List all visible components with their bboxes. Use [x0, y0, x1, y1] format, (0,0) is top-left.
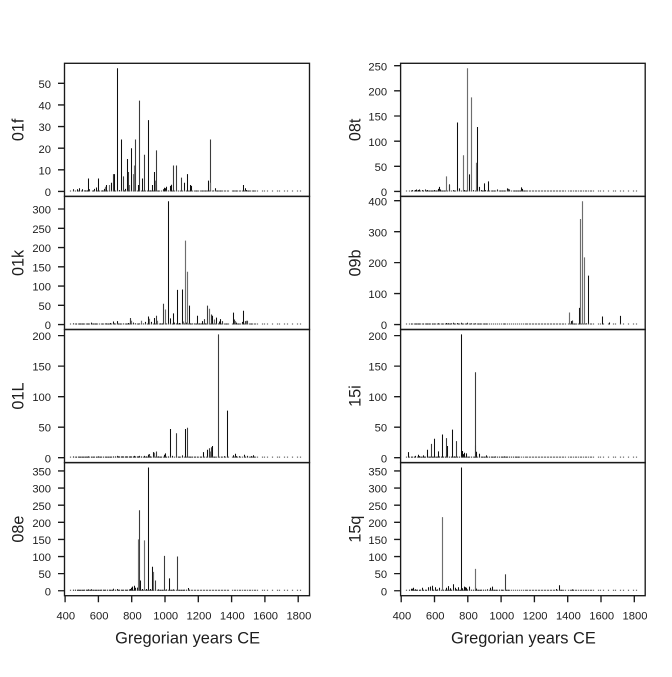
svg-text:100: 100 — [32, 282, 51, 294]
svg-text:250: 250 — [368, 61, 387, 73]
svg-text:50: 50 — [39, 569, 51, 581]
svg-text:300: 300 — [368, 484, 387, 496]
svg-text:1200: 1200 — [523, 610, 548, 622]
svg-text:800: 800 — [459, 610, 478, 622]
svg-text:250: 250 — [368, 501, 387, 513]
svg-text:0: 0 — [45, 453, 51, 465]
svg-text:01L: 01L — [10, 383, 28, 410]
svg-text:1200: 1200 — [187, 610, 212, 622]
svg-text:20: 20 — [39, 144, 51, 156]
svg-text:50: 50 — [375, 162, 387, 174]
svg-text:50: 50 — [375, 423, 387, 435]
svg-text:600: 600 — [90, 610, 109, 622]
svg-text:300: 300 — [368, 227, 387, 239]
svg-text:150: 150 — [368, 362, 387, 374]
svg-text:Gregorian years CE: Gregorian years CE — [115, 629, 260, 647]
svg-text:0: 0 — [45, 187, 51, 199]
svg-text:1800: 1800 — [286, 610, 311, 622]
svg-text:200: 200 — [368, 258, 387, 270]
svg-text:200: 200 — [368, 86, 387, 98]
svg-text:1600: 1600 — [253, 610, 278, 622]
svg-text:100: 100 — [368, 289, 387, 301]
svg-text:0: 0 — [381, 453, 387, 465]
svg-text:300: 300 — [32, 205, 51, 217]
svg-text:400: 400 — [56, 610, 75, 622]
svg-text:0: 0 — [381, 320, 387, 332]
svg-text:100: 100 — [32, 552, 51, 564]
svg-text:400: 400 — [393, 610, 412, 622]
svg-text:0: 0 — [45, 586, 51, 598]
svg-text:350: 350 — [368, 467, 387, 479]
svg-text:400: 400 — [368, 196, 387, 208]
svg-text:50: 50 — [39, 423, 51, 435]
svg-text:200: 200 — [32, 243, 51, 255]
svg-text:1400: 1400 — [220, 610, 245, 622]
svg-text:100: 100 — [32, 392, 51, 404]
svg-text:50: 50 — [39, 301, 51, 313]
svg-text:09b: 09b — [347, 249, 365, 276]
svg-text:01f: 01f — [10, 118, 28, 141]
svg-text:1800: 1800 — [623, 610, 648, 622]
svg-text:0: 0 — [45, 320, 51, 332]
svg-text:Gregorian years CE: Gregorian years CE — [451, 629, 596, 647]
svg-text:0: 0 — [381, 187, 387, 199]
svg-text:200: 200 — [368, 518, 387, 530]
svg-text:300: 300 — [32, 484, 51, 496]
svg-text:01k: 01k — [10, 249, 28, 276]
svg-text:800: 800 — [123, 610, 142, 622]
svg-text:1400: 1400 — [556, 610, 581, 622]
svg-text:50: 50 — [375, 569, 387, 581]
svg-text:100: 100 — [368, 137, 387, 149]
svg-text:350: 350 — [32, 467, 51, 479]
svg-text:150: 150 — [32, 262, 51, 274]
svg-text:1600: 1600 — [589, 610, 614, 622]
svg-text:15q: 15q — [347, 516, 365, 543]
svg-text:150: 150 — [32, 362, 51, 374]
svg-text:250: 250 — [32, 224, 51, 236]
svg-text:200: 200 — [32, 518, 51, 530]
svg-text:200: 200 — [32, 331, 51, 343]
svg-text:200: 200 — [368, 331, 387, 343]
svg-text:100: 100 — [368, 392, 387, 404]
svg-text:250: 250 — [32, 501, 51, 513]
svg-text:40: 40 — [39, 101, 51, 113]
svg-text:150: 150 — [32, 535, 51, 547]
svg-text:1000: 1000 — [489, 610, 514, 622]
svg-text:1000: 1000 — [153, 610, 178, 622]
svg-text:15i: 15i — [347, 385, 365, 407]
svg-text:150: 150 — [368, 535, 387, 547]
svg-text:10: 10 — [39, 165, 51, 177]
svg-text:08e: 08e — [10, 516, 28, 543]
svg-text:100: 100 — [368, 552, 387, 564]
svg-text:150: 150 — [368, 112, 387, 124]
svg-text:30: 30 — [39, 122, 51, 134]
svg-text:08t: 08t — [347, 118, 365, 141]
svg-text:600: 600 — [426, 610, 445, 622]
svg-text:50: 50 — [39, 79, 51, 91]
svg-text:0: 0 — [381, 586, 387, 598]
